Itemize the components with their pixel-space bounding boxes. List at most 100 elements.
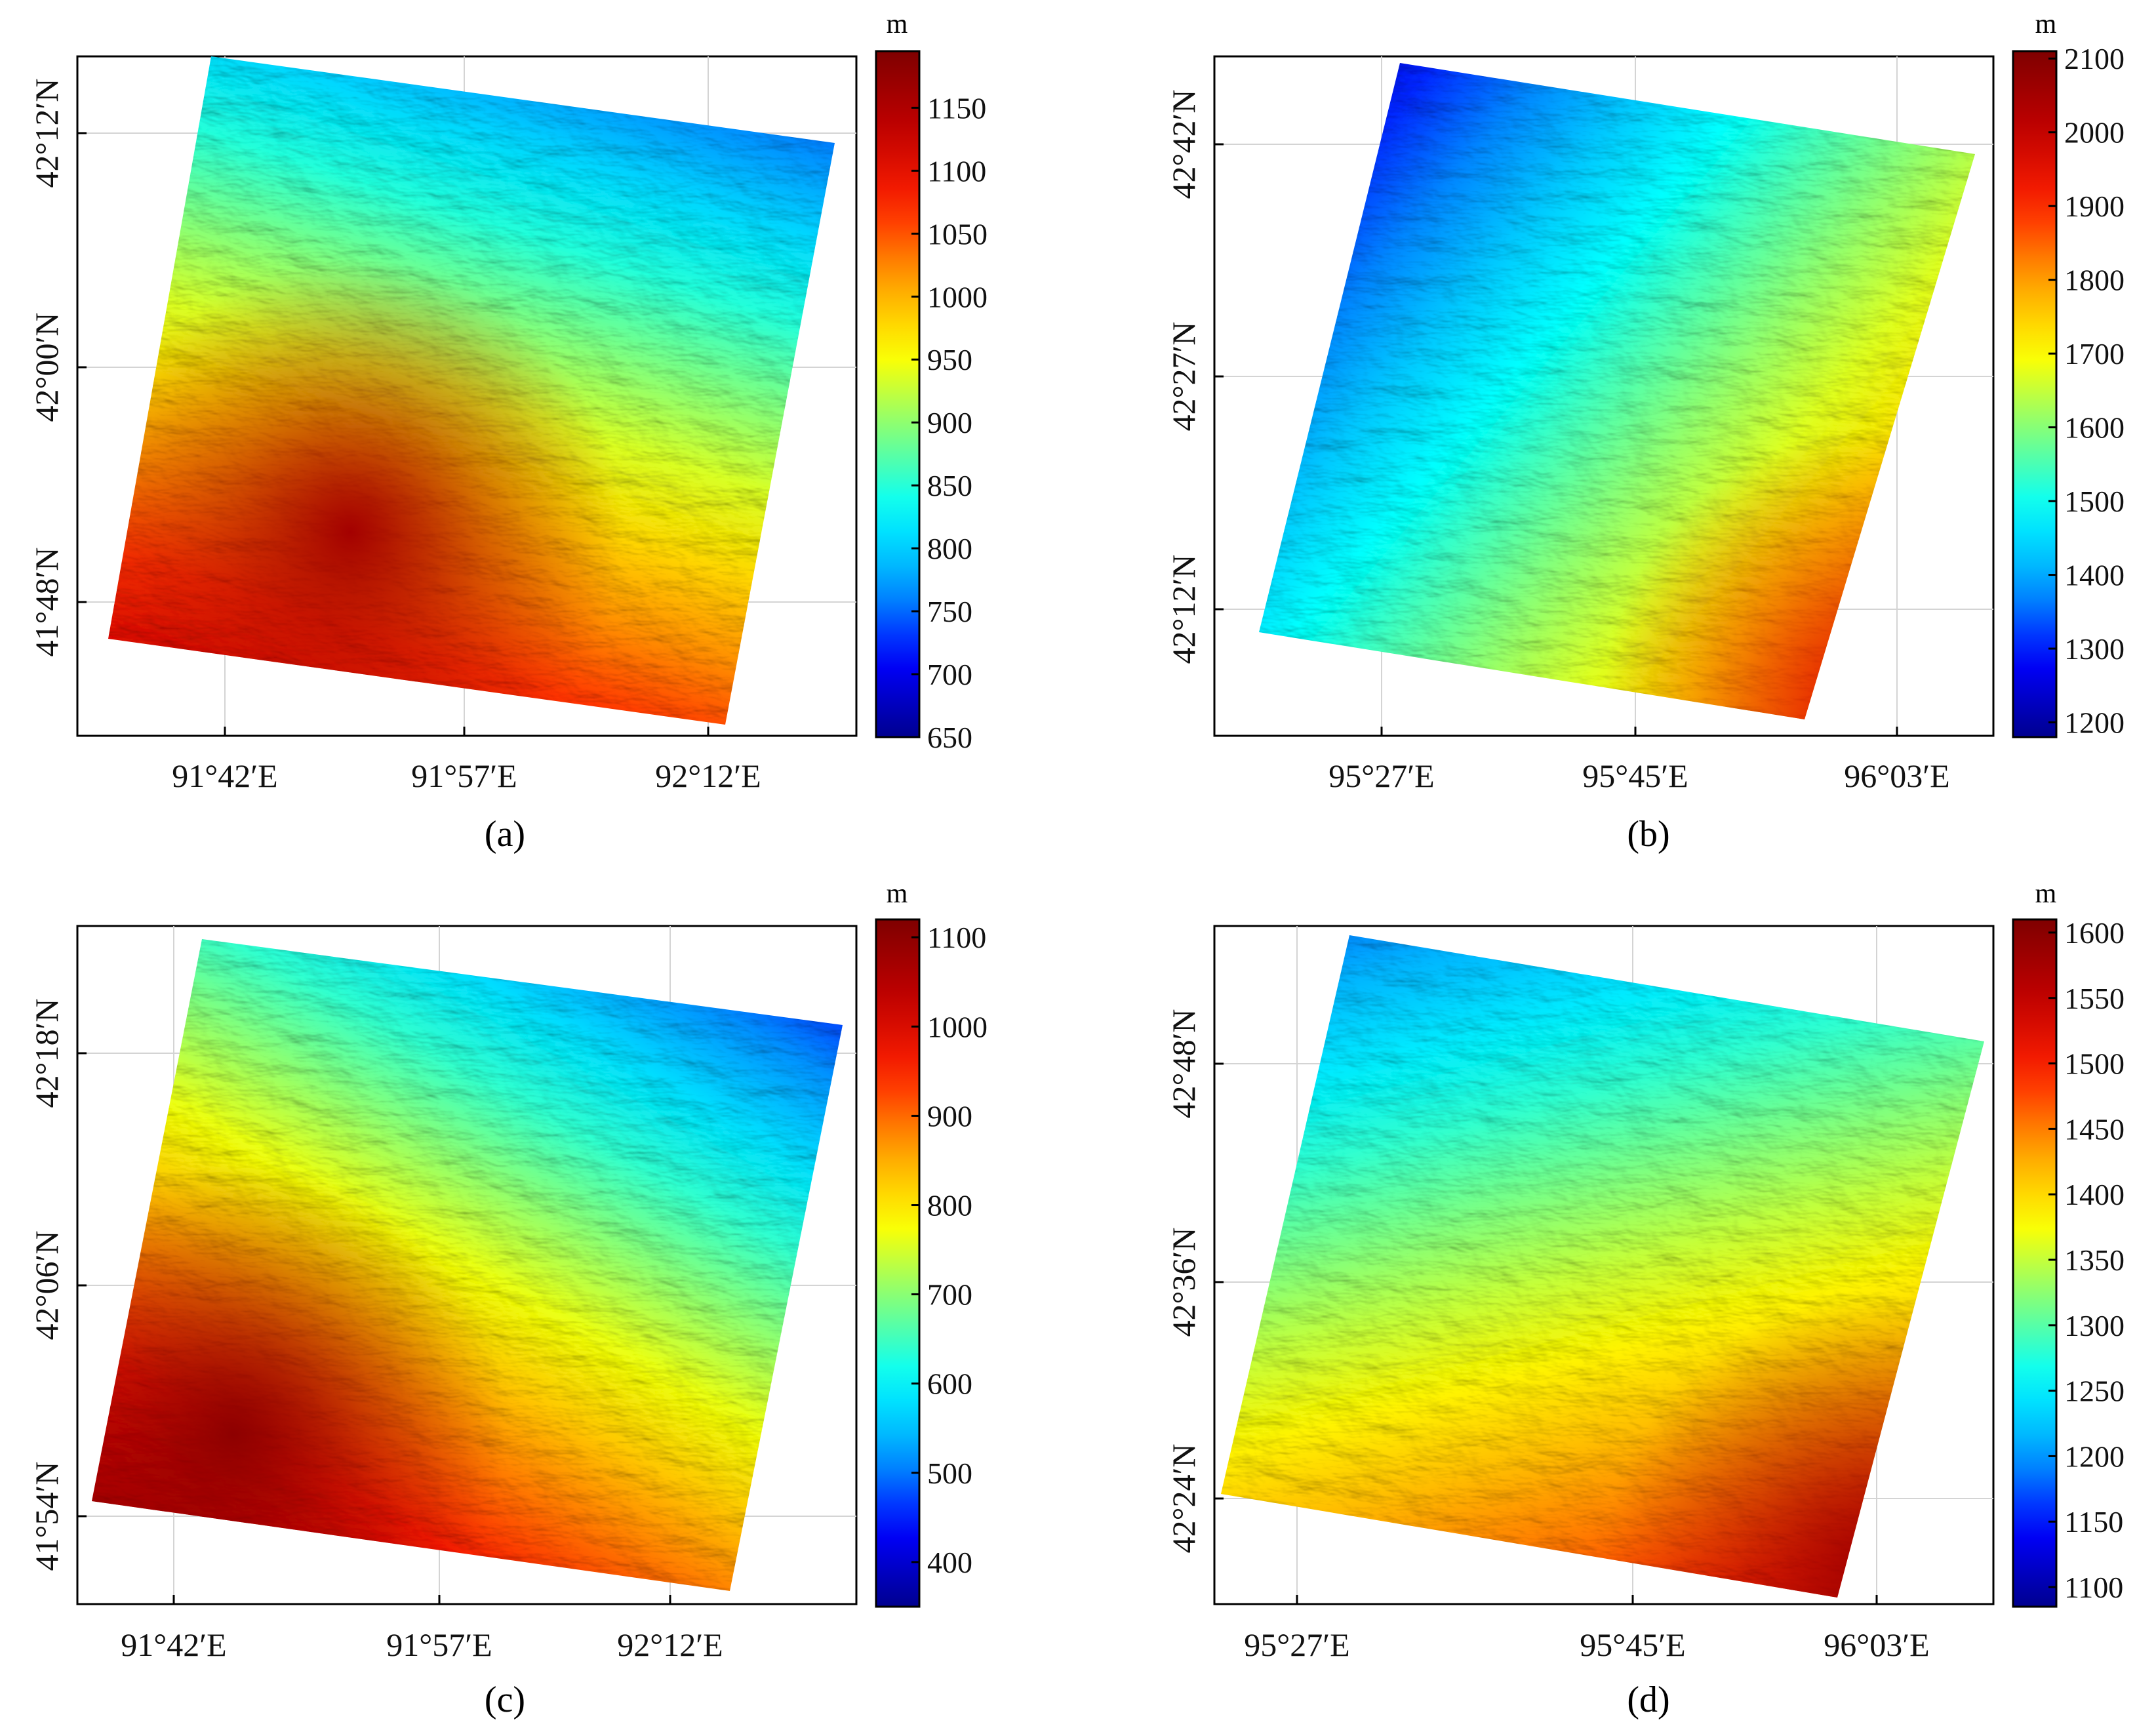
colorbar-tick-label: 700 — [927, 1278, 972, 1312]
colorbar-tick-label: 750 — [927, 595, 972, 628]
y-tick-label: 42°42′N — [1165, 89, 1202, 199]
ticks — [1214, 143, 1898, 736]
colorbar-tick-label: 1100 — [927, 921, 986, 954]
colorbar-tick-label: 500 — [927, 1457, 972, 1490]
colorbar-tick-label: 1000 — [927, 280, 988, 313]
ticks — [77, 1052, 671, 1604]
colorbar-tick-label: 900 — [927, 406, 972, 439]
colorbar: m 400 500 600 700 800 900 1000 1100 — [875, 879, 988, 1608]
x-tick-label: 96°03′E — [1844, 757, 1949, 794]
colorbar-gradient — [876, 51, 919, 737]
colorbar-tick-label: 1600 — [2064, 916, 2125, 950]
plot-frame — [1213, 55, 1995, 737]
colorbar: m 1100 1150 1200 1250 1300 1350 1400 1450 1500 15… — [2012, 879, 2125, 1608]
colorbar-tick-label: 800 — [927, 532, 972, 565]
colorbar-tick-label: 1150 — [2064, 1505, 2123, 1539]
colorbar-tick-label: 1050 — [927, 217, 988, 251]
colorbar-tick-label: 1250 — [2064, 1375, 2125, 1408]
panel-caption: (b) — [1627, 814, 1669, 855]
colorbar-tick-label: 700 — [927, 658, 972, 691]
colorbar-tick-label: 950 — [927, 343, 972, 376]
colorbar-tick-label: 1400 — [2064, 1178, 2125, 1211]
colorbar: m 1200 1300 1400 1500 1600 1700 1800 1900 2000 21… — [2012, 9, 2125, 740]
y-tick-label: 42°12′N — [28, 78, 65, 188]
colorbar-frame — [875, 50, 921, 738]
colorbar-unit: m — [887, 9, 908, 39]
panel-caption: (a) — [485, 814, 525, 855]
panel-c: 91°42′E 91°57′E 92°12′E 42°18′N 42°06′N … — [28, 879, 988, 1720]
colorbar-tick-label: 1150 — [927, 91, 986, 125]
x-tick-label: 91°57′E — [386, 1626, 492, 1663]
x-tick-label: 92°12′E — [655, 757, 761, 794]
colorbar-unit: m — [887, 879, 908, 909]
panel-caption: (d) — [1627, 1680, 1669, 1720]
colorbar-tick-label: 1400 — [2064, 559, 2125, 592]
colorbar-tick-label: 800 — [927, 1189, 972, 1222]
colorbar-tick-label: 1900 — [2064, 190, 2125, 223]
colorbar-tick-label: 650 — [927, 721, 972, 754]
colorbar-tick-label: 1300 — [2064, 1309, 2125, 1342]
ticks — [1214, 1062, 1878, 1604]
dem-ridge — [1221, 935, 1984, 1598]
colorbar-tick-label: 900 — [927, 1099, 972, 1133]
panel-d: 95°27′E 95°45′E 96°03′E 42°48′N 42°36′N … — [1165, 879, 2125, 1720]
panel-caption: (c) — [485, 1680, 525, 1720]
panel-a: 91°42′E 91°57′E 92°12′E 42°12′N 42°00′N … — [28, 9, 988, 855]
x-tick-label: 91°42′E — [121, 1626, 226, 1663]
colorbar-gradient — [2013, 919, 2056, 1607]
y-tick-label: 42°00′N — [28, 312, 65, 422]
x-tick-label: 91°42′E — [172, 757, 277, 794]
plot-frame — [1213, 925, 1995, 1605]
colorbar-tick-label: 1700 — [2064, 337, 2125, 371]
y-tick-label: 42°27′N — [1165, 321, 1202, 431]
plot-frame — [76, 55, 858, 737]
colorbar-tick-label: 1350 — [2064, 1243, 2125, 1277]
colorbar-frame — [2012, 50, 2058, 738]
colorbar-tick-label: 1100 — [927, 154, 986, 188]
y-tick-label: 42°24′N — [1165, 1443, 1202, 1553]
plot-frame — [76, 925, 858, 1605]
y-tick-label: 42°48′N — [1165, 1009, 1202, 1118]
colorbar-tick-label: 600 — [927, 1367, 972, 1401]
y-tick-label: 41°48′N — [28, 547, 65, 656]
y-tick-label: 42°12′N — [1165, 554, 1202, 664]
colorbar-gradient — [2013, 51, 2056, 737]
colorbar-tick-label: 1200 — [2064, 706, 2125, 740]
colorbar-ticks: 1200 1300 1400 1500 1600 1700 1800 1900 2000 2100 — [2048, 42, 2125, 740]
colorbar: m 650 700 750 800 850 900 950 1000 1050 1100 1150 — [875, 9, 988, 754]
y-tick-label: 42°06′N — [28, 1230, 65, 1340]
x-tick-label: 95°27′E — [1244, 1626, 1349, 1663]
colorbar-gradient — [876, 919, 919, 1607]
colorbar-tick-label: 1500 — [2064, 485, 2125, 518]
colorbar-tick-label: 1000 — [927, 1010, 988, 1043]
x-tick-label: 95°45′E — [1582, 757, 1688, 794]
colorbar-ticks: 1100 1150 1200 1250 1300 1350 1400 1450 1500 1550… — [2048, 916, 2125, 1604]
colorbar-unit: m — [2035, 9, 2057, 39]
x-tick-label: 91°57′E — [411, 757, 517, 794]
colorbar-tick-label: 1500 — [2064, 1047, 2125, 1081]
colorbar-frame — [2012, 918, 2058, 1608]
colorbar-tick-label: 2000 — [2064, 116, 2125, 150]
x-tick-label: 95°45′E — [1580, 1626, 1685, 1663]
dem-ridge — [1259, 63, 1975, 719]
colorbar-tick-label: 850 — [927, 469, 972, 502]
y-tick-label: 42°18′N — [28, 998, 65, 1108]
colorbar-tick-label: 1450 — [2064, 1112, 2125, 1146]
colorbar-tick-label: 400 — [927, 1546, 972, 1579]
colorbar-ticks: 400 500 600 700 800 900 1000 1100 — [911, 921, 988, 1579]
y-tick-label: 42°36′N — [1165, 1227, 1202, 1337]
colorbar-unit: m — [2035, 879, 2057, 909]
panel-b: 95°27′E 95°45′E 96°03′E 42°42′N 42°27′N … — [1165, 9, 2125, 855]
x-tick-label: 96°03′E — [1824, 1626, 1929, 1663]
x-tick-label: 95°27′E — [1328, 757, 1434, 794]
colorbar-tick-label: 1800 — [2064, 264, 2125, 297]
dem-ridge — [108, 56, 835, 725]
y-tick-label: 41°54′N — [28, 1461, 65, 1571]
colorbar-tick-label: 1600 — [2064, 411, 2125, 445]
dem-ridge — [92, 939, 843, 1591]
colorbar-tick-label: 1100 — [2064, 1571, 2123, 1604]
colorbar-tick-label: 1550 — [2064, 982, 2125, 1015]
colorbar-tick-label: 1200 — [2064, 1439, 2125, 1473]
ticks — [77, 132, 709, 736]
